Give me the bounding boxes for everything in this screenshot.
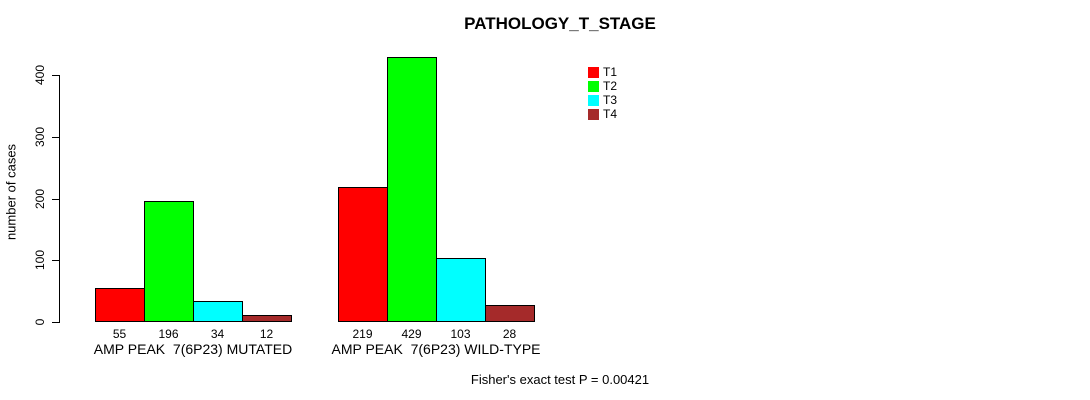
y-tick-label: 400 [33, 64, 47, 86]
y-axis-line [59, 75, 60, 323]
y-tick-mark [52, 198, 59, 200]
legend-swatch-t1 [588, 67, 599, 78]
y-axis-label: number of cases [3, 143, 19, 241]
bar-value-label: 219 [352, 327, 373, 341]
bar-t2 [387, 57, 437, 322]
stat-annotation: Fisher's exact test P = 0.00421 [470, 372, 650, 387]
group-label: AMP PEAK 7(6P23) WILD-TYPE [331, 341, 541, 357]
bar-t2 [144, 201, 194, 322]
group-label: AMP PEAK 7(6P23) MUTATED [93, 341, 293, 357]
legend-label: T1 [603, 65, 618, 79]
y-tick-label: 200 [33, 188, 47, 209]
bar-t3 [193, 301, 243, 322]
bar-value-label: 12 [259, 327, 274, 341]
legend-label: T4 [603, 107, 618, 121]
legend-label: T2 [603, 79, 618, 93]
chart-title: PATHOLOGY_T_STAGE [464, 14, 656, 33]
bar-t1 [95, 288, 145, 322]
y-tick-mark [52, 75, 59, 76]
bar-value-label: 28 [502, 327, 517, 341]
y-tick-mark [52, 260, 59, 262]
legend-swatch-t4 [588, 109, 599, 120]
bar-t1 [338, 187, 388, 322]
legend-swatch-t2 [588, 81, 599, 92]
bar-t4 [485, 305, 535, 322]
y-tick-label: 300 [33, 126, 47, 147]
legend-label: T3 [603, 93, 618, 107]
bar-t4 [242, 315, 292, 322]
legend-swatch-t3 [588, 95, 599, 106]
bar-value-label: 429 [401, 327, 422, 341]
bar-value-label: 55 [112, 327, 127, 341]
y-tick-label: 0 [33, 318, 47, 326]
bar-value-label: 103 [450, 327, 471, 341]
y-tick-mark [52, 322, 59, 323]
y-tick-label: 100 [33, 250, 47, 271]
bar-value-label: 34 [210, 327, 225, 341]
bar-t3 [436, 258, 486, 322]
bar-value-label: 196 [158, 327, 179, 341]
y-tick-mark [52, 136, 59, 138]
